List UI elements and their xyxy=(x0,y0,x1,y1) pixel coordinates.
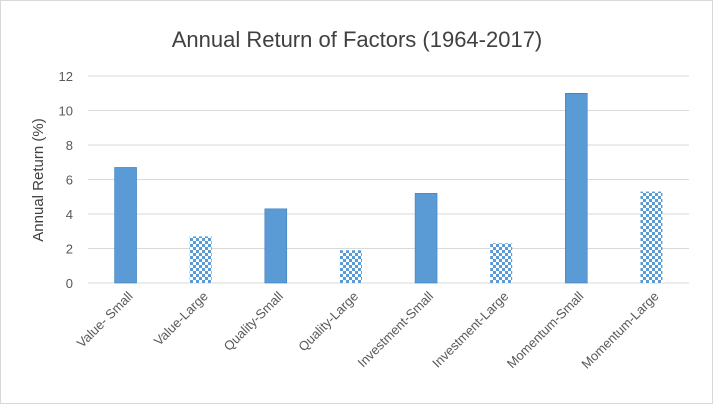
y-tick-label: 0 xyxy=(66,276,73,291)
x-category-label: Momentum-Large xyxy=(578,289,661,372)
y-tick-label: 10 xyxy=(59,104,73,119)
x-category-label: Investment-Large xyxy=(429,289,511,371)
y-tick-label: 4 xyxy=(66,207,73,222)
y-tick-label: 2 xyxy=(66,242,73,257)
bar-quality-large xyxy=(339,250,362,283)
bar-value-small xyxy=(114,167,137,284)
chart-title: Annual Return of Factors (1964-2017) xyxy=(172,27,543,52)
x-category-label: Investment-Small xyxy=(355,288,437,370)
bar-investment-small xyxy=(414,193,438,284)
x-category-label: Momentum-Small xyxy=(504,288,587,371)
x-category-label: Value-Large xyxy=(151,289,211,349)
y-tick-label: 8 xyxy=(66,138,73,153)
bar-quality-small xyxy=(264,208,288,284)
bars xyxy=(114,93,663,284)
y-tick-label: 6 xyxy=(66,173,73,188)
y-axis-title: Annual Return (%) xyxy=(30,118,47,241)
bar-investment-large xyxy=(490,243,513,283)
gridlines xyxy=(88,75,689,284)
y-tick-label: 12 xyxy=(59,69,73,84)
bar-momentum-small xyxy=(565,93,588,284)
bar-momentum-large xyxy=(640,191,663,283)
x-category-label: Value- Small xyxy=(74,288,136,350)
y-axis-ticks: 0 2 4 6 8 10 12 xyxy=(59,69,73,291)
x-axis-labels: Value- Small Value-Large Quality-Small Qual… xyxy=(74,288,662,371)
x-category-label: Quality-Small xyxy=(221,288,286,353)
bar-value-large xyxy=(189,236,212,283)
x-category-label: Quality-Large xyxy=(295,289,361,355)
